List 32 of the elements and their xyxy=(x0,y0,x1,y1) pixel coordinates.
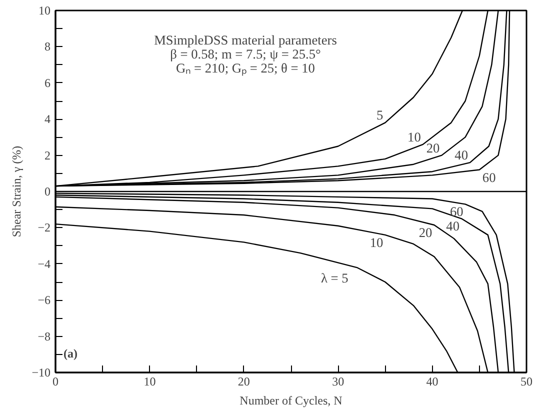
y-tick-label: −4 xyxy=(38,256,51,271)
x-tick-label: 40 xyxy=(426,374,438,388)
annotation: Gₙ = 210; Gₚ = 25; θ = 10 xyxy=(176,60,316,76)
annotation: 60 xyxy=(482,170,496,185)
x-tick-label: 20 xyxy=(238,374,250,388)
annotation: 5 xyxy=(376,108,384,123)
y-tick-label: 2 xyxy=(44,148,50,162)
y-tick-label: 10 xyxy=(38,4,50,18)
annotation: 20 xyxy=(426,140,440,156)
y-tick-label: 0 xyxy=(44,184,50,198)
y-tick-label: −10 xyxy=(32,366,51,380)
annotation: 40 xyxy=(454,148,468,163)
y-tick-label: 6 xyxy=(44,76,50,90)
annotation: 10 xyxy=(370,234,384,250)
x-tick-label: 50 xyxy=(520,374,532,388)
annotation: 20 xyxy=(418,224,433,240)
y-axis-title: Shear Strain, γ (%) xyxy=(10,146,24,238)
annotation: β = 0.58; m = 7.5; ψ = 25.5° xyxy=(170,46,321,62)
x-axis-title: Number of Cycles, N xyxy=(240,394,343,408)
y-tick-label: 8 xyxy=(44,40,50,54)
y-tick-label: −2 xyxy=(38,220,51,235)
annotation: λ = 5 xyxy=(320,270,349,286)
annotation: MSimpleDSS material parameters xyxy=(154,32,337,48)
annotation: 60 xyxy=(450,204,464,220)
x-tick-label: 30 xyxy=(332,374,344,388)
annotation: (a) xyxy=(64,346,78,360)
y-tick-label: −8 xyxy=(38,329,51,344)
annotation: 10 xyxy=(408,129,422,144)
y-tick-label: 4 xyxy=(44,112,50,126)
y-tick-label: −6 xyxy=(38,293,51,308)
annotation: 40 xyxy=(446,218,460,234)
x-tick-label: 10 xyxy=(144,374,156,388)
